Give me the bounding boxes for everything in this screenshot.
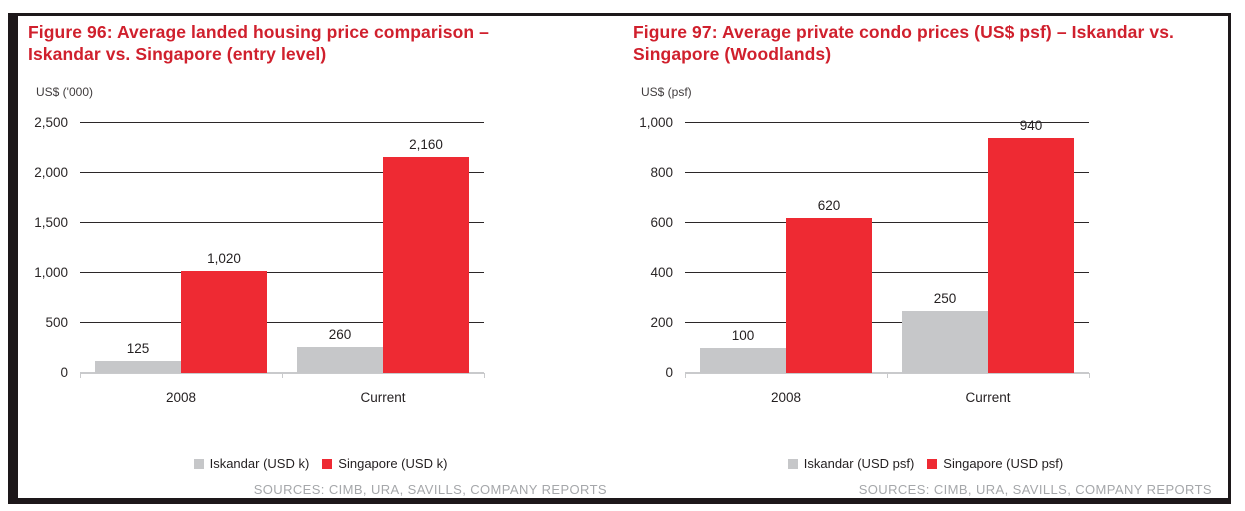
x-axis-category-label: 2008 xyxy=(770,390,802,405)
bar-value-label: 125 xyxy=(126,340,150,356)
y-axis-tick-label: 1,000 xyxy=(639,115,673,130)
gridline xyxy=(685,272,1089,273)
legend-item: Singapore (USD psf) xyxy=(927,456,1063,471)
y-axis-tick-label: 600 xyxy=(650,215,673,230)
y-axis-tick-label: 200 xyxy=(650,315,673,330)
y-axis-tick-label: 400 xyxy=(650,265,673,280)
bar-value-label: 940 xyxy=(1019,118,1043,133)
x-axis-category-label: Current xyxy=(965,390,1011,405)
figure-97-title-line2: Singapore (Woodlands) xyxy=(633,44,832,64)
bar-value-label: 1,020 xyxy=(207,251,241,266)
y-axis-tick-label: 0 xyxy=(60,365,68,380)
gridline xyxy=(685,122,1089,123)
y-axis-tick-label: 1,500 xyxy=(34,215,68,230)
legend-label: Singapore (USD psf) xyxy=(943,456,1064,471)
legend-item: Iskandar (USD psf) xyxy=(787,456,915,471)
figure-97-panel: Figure 97: Average private condo prices … xyxy=(623,16,1228,498)
bar-singapore-current xyxy=(988,138,1074,373)
figure-96-title-line1: Figure 96: Average landed housing price … xyxy=(28,22,489,42)
bar-value-label: 100 xyxy=(731,328,755,343)
y-axis-tick-label: 500 xyxy=(45,315,68,330)
x-axis-category-label: Current xyxy=(360,390,406,405)
bar-value-label: 260 xyxy=(328,327,352,342)
bar-iskandar-current xyxy=(902,310,988,373)
x-axis-tick-mark xyxy=(282,373,283,378)
bar-iskandar-2008 xyxy=(700,348,786,373)
bar-singapore-2008 xyxy=(786,218,872,373)
x-axis-tick-mark xyxy=(887,373,888,378)
chart-legend: Iskandar (USD psf) Singapore (USD psf) xyxy=(623,456,1228,471)
figure-96-panel: Figure 96: Average landed housing price … xyxy=(18,16,623,498)
bar-chart-figure-97: 0 200 400 600 800 1,000 100 620 2008 250 940 Curren… xyxy=(623,16,1228,498)
gridline xyxy=(80,172,484,173)
legend-swatch xyxy=(927,458,938,469)
legend-label: Singapore (USD k) xyxy=(338,456,448,471)
bar-iskandar-2008 xyxy=(95,360,181,373)
gridline xyxy=(80,222,484,223)
figure-96-title: Figure 96: Average landed housing price … xyxy=(28,21,606,65)
gridline xyxy=(685,322,1089,323)
y-axis-tick-label: 2,000 xyxy=(34,165,68,180)
legend-swatch xyxy=(787,458,798,469)
legend-item: Singapore (USD k) xyxy=(322,456,447,471)
gridline xyxy=(685,172,1089,173)
y-axis-tick-label: 800 xyxy=(650,165,673,180)
sources-note: SOURCES: CIMB, URA, SAVILLS, COMPANY REP… xyxy=(253,482,607,497)
legend-item: Iskandar (USD k) xyxy=(193,456,310,471)
bar-singapore-2008 xyxy=(181,271,267,373)
legend-swatch xyxy=(322,458,333,469)
x-axis-tick-mark xyxy=(1089,373,1090,378)
bar-iskandar-current xyxy=(297,347,383,373)
bar-chart-figure-96: 0 500 1,000 1,500 2,000 2,500 125 1,020 2008 260 2… xyxy=(18,16,623,498)
bar-value-label: 250 xyxy=(933,290,957,306)
bar-singapore-current xyxy=(383,157,469,373)
gridline xyxy=(80,322,484,323)
gridline xyxy=(80,272,484,273)
legend-swatch xyxy=(193,458,204,469)
figure-97-title-line1: Figure 97: Average private condo prices … xyxy=(633,22,1174,42)
y-axis-unit-label: US$ (psf) xyxy=(641,85,692,99)
sources-note: SOURCES: CIMB, URA, SAVILLS, COMPANY REP… xyxy=(858,482,1212,497)
gridline xyxy=(80,122,484,123)
legend-label: Iskandar (USD k) xyxy=(209,456,310,471)
legend-label: Iskandar (USD psf) xyxy=(803,456,915,471)
bar-value-label: 620 xyxy=(817,198,841,213)
y-axis-tick-label: 0 xyxy=(665,365,673,380)
bar-value-label: 2,160 xyxy=(409,137,443,152)
x-axis-tick-mark xyxy=(484,373,485,378)
x-axis-category-label: 2008 xyxy=(165,390,197,405)
chart-legend: Iskandar (USD k) Singapore (USD k) xyxy=(18,456,623,471)
y-axis-tick-label: 1,000 xyxy=(34,265,68,280)
y-axis-tick-label: 2,500 xyxy=(34,115,68,130)
y-axis-unit-label: US$ ('000) xyxy=(36,85,93,99)
gridline xyxy=(685,222,1089,223)
figure-96-title-line2: Iskandar vs. Singapore (entry level) xyxy=(28,44,327,64)
x-axis-tick-mark xyxy=(80,373,81,378)
x-axis-tick-mark xyxy=(685,373,686,378)
report-figure-frame: Figure 96: Average landed housing price … xyxy=(8,13,1231,504)
figure-97-title: Figure 97: Average private condo prices … xyxy=(633,21,1211,65)
